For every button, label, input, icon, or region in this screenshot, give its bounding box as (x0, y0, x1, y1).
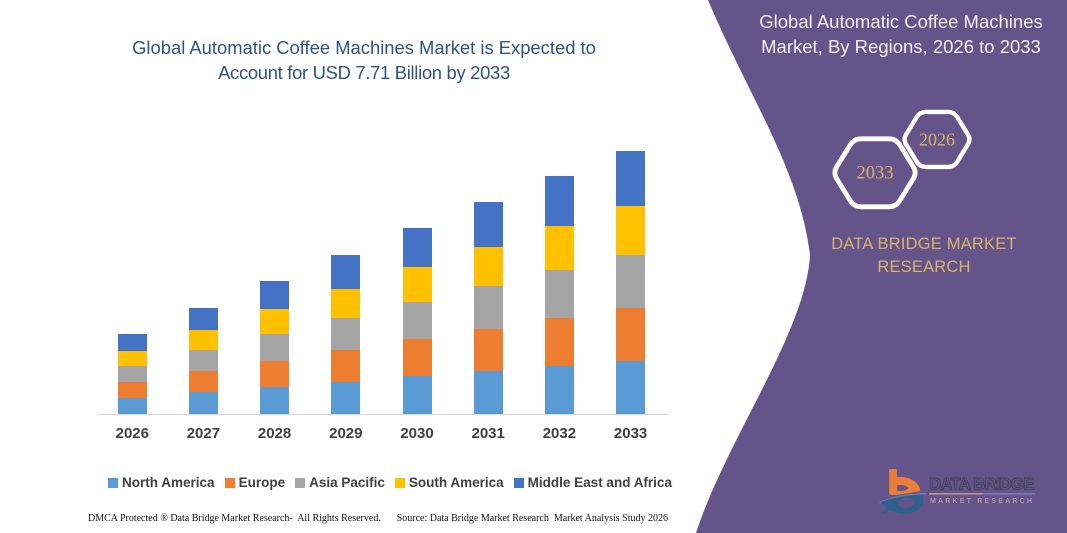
svg-text:2026: 2026 (919, 130, 955, 150)
svg-text:2033: 2033 (857, 164, 894, 184)
svg-text:DATA BRIDGE: DATA BRIDGE (929, 475, 1035, 494)
svg-text:MARKET RESEARCH: MARKET RESEARCH (930, 498, 1034, 505)
